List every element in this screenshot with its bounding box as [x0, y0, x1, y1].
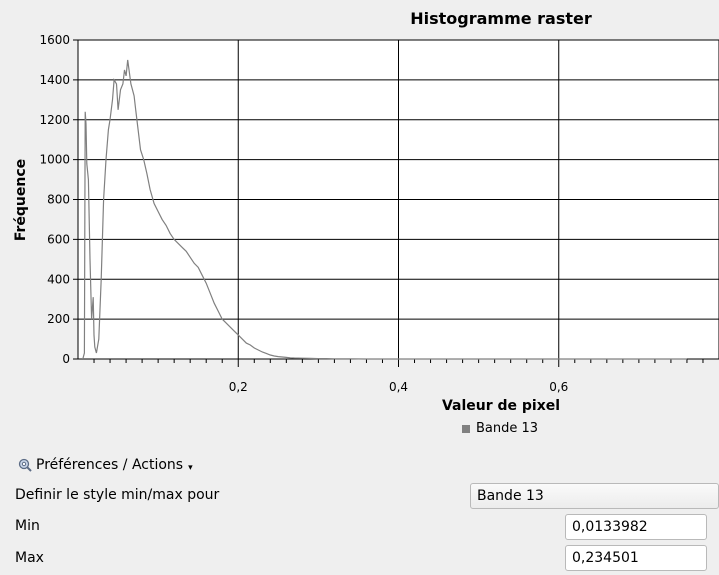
x-tick-label: 0,4: [389, 380, 408, 394]
x-axis-ticks: 0,2 0,4 0,6: [93, 359, 704, 394]
y-tick-label: 1000: [39, 153, 70, 167]
x-axis-label: Valeur de pixel: [442, 398, 560, 414]
y-axis-label: Fréquence: [13, 159, 29, 241]
preferences-actions-menu[interactable]: Préférences / Actions ▾: [18, 457, 193, 473]
band-select-value: Bande 13: [477, 488, 544, 504]
y-tick-label: 0: [62, 352, 70, 366]
chevron-down-icon: ▾: [188, 463, 193, 473]
x-tick-label: 0,2: [229, 380, 248, 394]
max-input[interactable]: [565, 545, 707, 571]
y-tick-label: 600: [47, 232, 70, 246]
style-minmax-label: Definir le style min/max pour: [15, 487, 220, 503]
band-select[interactable]: Bande 13: [470, 483, 719, 509]
preferences-label: Préférences / Actions: [36, 457, 184, 473]
y-tick-label: 200: [47, 312, 70, 326]
grid-lines: [78, 40, 719, 359]
series-line-bande-13: [82, 59, 687, 360]
gear-magnifier-icon: [18, 458, 32, 472]
chart-title: Histogramme raster: [410, 9, 592, 28]
y-tick-label: 800: [47, 193, 70, 207]
min-input[interactable]: [565, 514, 707, 540]
histogram-chart: Histogramme raster 0 200 400 600 800 1000 1200…: [13, 9, 719, 414]
legend-swatch: [462, 424, 470, 433]
min-label: Min: [15, 518, 40, 534]
y-axis-ticks: 0 200 400 600 800 1000 1200 1400 1600: [39, 33, 78, 366]
y-tick-label: 1600: [39, 33, 70, 47]
y-tick-label: 1400: [39, 73, 70, 87]
chart-legend: Bande 13: [462, 421, 538, 436]
x-tick-label: 0,6: [549, 380, 568, 394]
max-label: Max: [15, 550, 44, 566]
y-tick-label: 400: [47, 272, 70, 286]
y-tick-label: 1200: [39, 113, 70, 127]
legend-label: Bande 13: [476, 421, 539, 436]
